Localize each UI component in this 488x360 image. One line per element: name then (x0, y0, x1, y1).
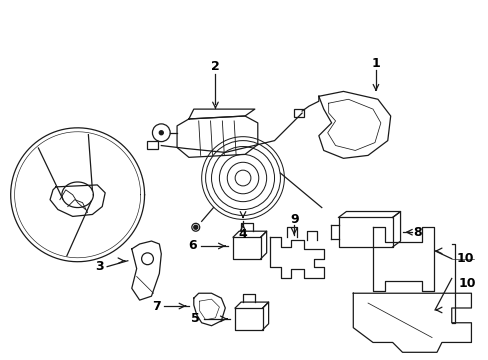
Circle shape (193, 225, 197, 229)
Circle shape (159, 131, 163, 135)
Text: 6: 6 (188, 239, 197, 252)
Text: 8: 8 (412, 226, 421, 239)
Bar (146, 141, 158, 149)
Text: 5: 5 (191, 312, 200, 325)
Text: 10: 10 (458, 277, 475, 290)
Text: 4: 4 (238, 228, 247, 240)
Text: 2: 2 (211, 60, 220, 73)
Bar (294, 109, 304, 117)
Text: 3: 3 (95, 260, 103, 273)
Text: 9: 9 (289, 213, 298, 226)
Text: 10: 10 (456, 252, 473, 265)
Text: 7: 7 (152, 300, 161, 312)
Text: 1: 1 (371, 57, 380, 70)
